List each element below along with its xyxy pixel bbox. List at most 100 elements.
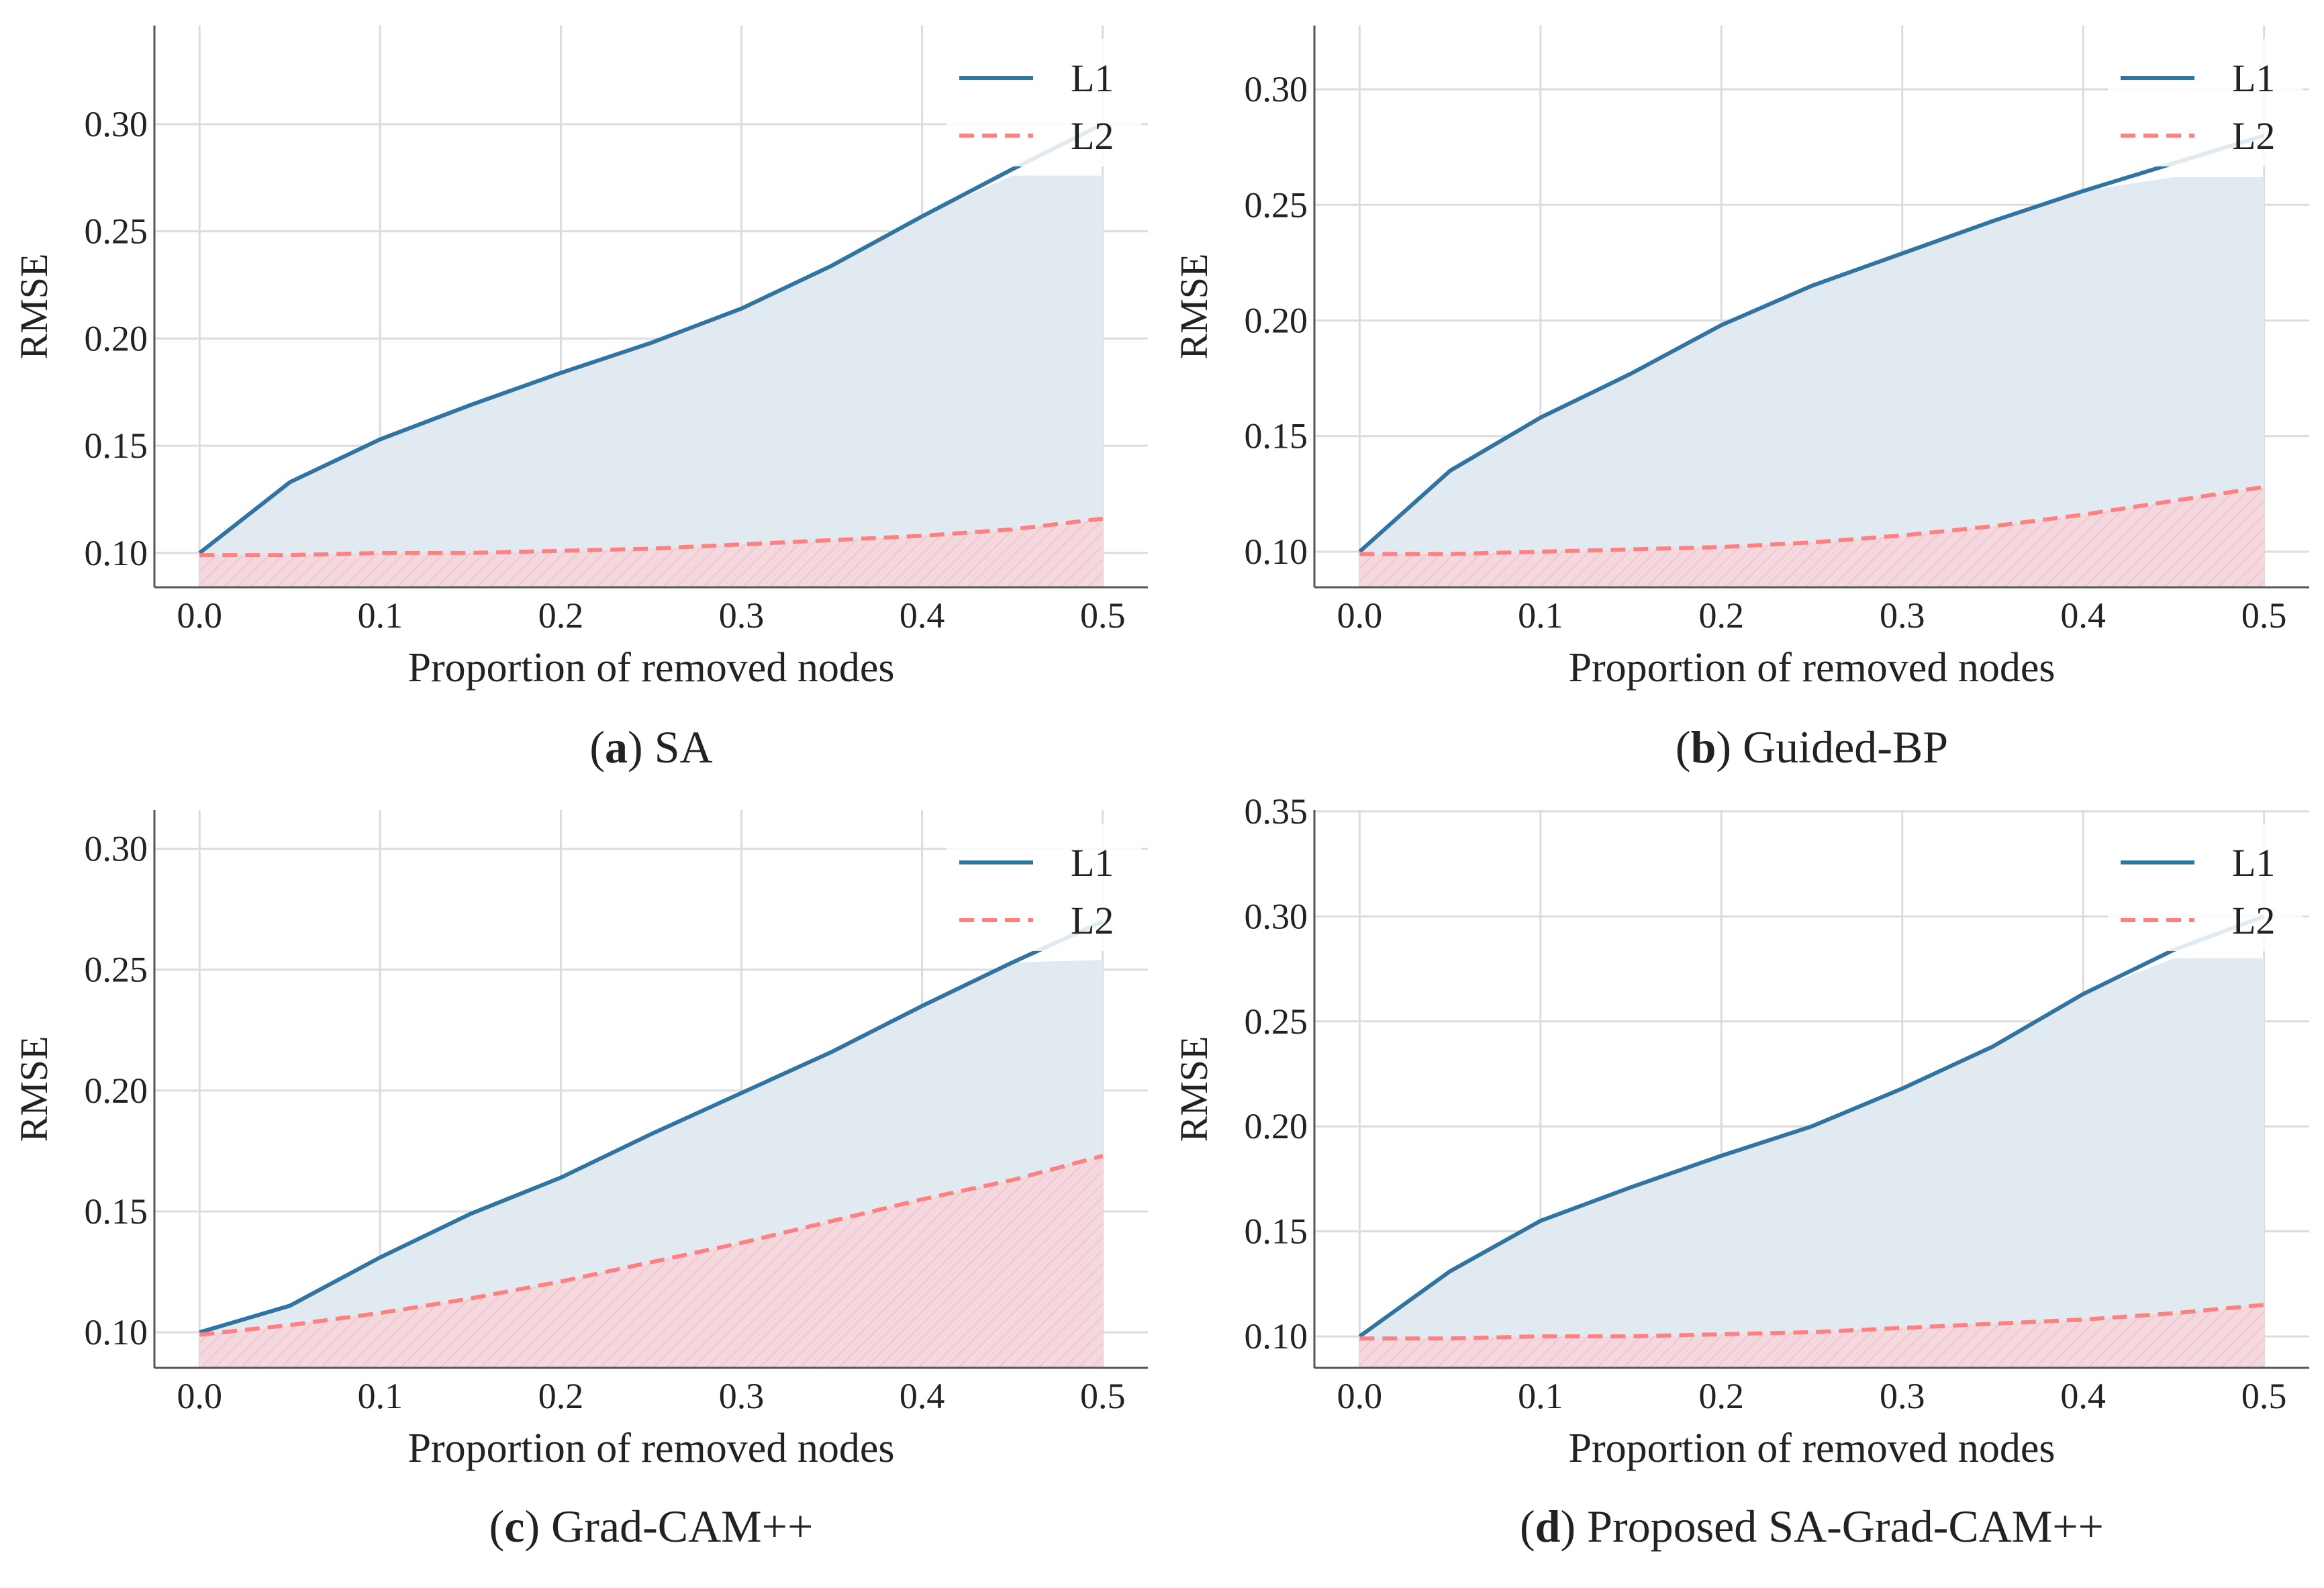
legend-label-l1: L1 xyxy=(1071,841,1114,885)
x-tick-label: 0.2 xyxy=(538,595,584,636)
panel-caption: (a) SA xyxy=(589,722,712,773)
y-tick-label: 0.10 xyxy=(1245,532,1308,572)
y-tick-label: 0.10 xyxy=(1245,1316,1308,1356)
y-axis-label: RMSE xyxy=(12,254,56,360)
caption-text: Grad-CAM++ xyxy=(551,1501,813,1552)
y-tick-label: 0.15 xyxy=(1245,1211,1308,1252)
legend-box xyxy=(2108,39,2303,166)
x-tick-label: 0.5 xyxy=(2241,1376,2287,1416)
y-tick-label: 0.15 xyxy=(1245,416,1308,456)
y-tick-label: 0.35 xyxy=(1245,791,1308,832)
legend-label-l1: L1 xyxy=(1071,56,1114,100)
x-tick-label: 0.3 xyxy=(1880,595,1925,636)
legend-label-l2: L2 xyxy=(2232,899,2275,942)
caption-paren-open: ( xyxy=(1676,722,1691,773)
legend-label-l1: L1 xyxy=(2232,56,2275,100)
chart-panel-b: 0.0 0.1 0.2 0.3 0.4 0.5 0.10 0.15 0.20 0.25 0.30 L1… xyxy=(1172,26,2309,773)
y-tick-label: 0.25 xyxy=(1245,185,1308,225)
x-tick-label: 0.0 xyxy=(177,595,223,636)
caption-paren-close: ) xyxy=(524,1501,551,1552)
caption-letter: d xyxy=(1535,1501,1561,1552)
l2-area-hatch xyxy=(199,1156,1103,1368)
l1-area-fill xyxy=(199,175,1103,587)
legend-box xyxy=(947,824,1141,951)
legend-box xyxy=(947,39,1141,166)
y-tick-label: 0.30 xyxy=(1245,69,1308,109)
y-tick-label: 0.15 xyxy=(85,426,148,466)
panel-caption: (c) Grad-CAM++ xyxy=(489,1501,814,1552)
l1-area-fill xyxy=(1359,958,2264,1368)
x-axis-label: Proportion of removed nodes xyxy=(408,645,895,691)
y-axis-label: RMSE xyxy=(1172,254,1216,360)
y-axis-label: RMSE xyxy=(12,1036,56,1142)
y-tick-label: 0.20 xyxy=(1245,1106,1308,1146)
chart-panel-a: 0.0 0.1 0.2 0.3 0.4 0.5 0.10 0.15 0.20 0.25 0.30 L1… xyxy=(12,26,1148,773)
l2-area-hatch xyxy=(1359,487,2264,587)
legend-label-l2: L2 xyxy=(1071,899,1114,942)
x-tick-label: 0.4 xyxy=(900,595,945,636)
caption-paren-close: ) xyxy=(628,722,655,773)
legend-box xyxy=(2108,824,2303,951)
x-tick-label: 0.2 xyxy=(1699,1376,1745,1416)
y-tick-label: 0.30 xyxy=(85,104,148,144)
panel-caption: (d) Proposed SA-Grad-CAM++ xyxy=(1520,1501,2104,1552)
x-tick-label: 0.1 xyxy=(358,595,403,636)
x-axis-label: Proportion of removed nodes xyxy=(1569,1426,2055,1471)
x-tick-label: 0.2 xyxy=(538,1376,584,1416)
caption-paren-close: ) xyxy=(1560,1501,1587,1552)
x-tick-label: 0.4 xyxy=(2060,1376,2106,1416)
y-axis-label: RMSE xyxy=(1172,1036,1216,1142)
caption-paren-open: ( xyxy=(1520,1501,1535,1552)
x-axis-label: Proportion of removed nodes xyxy=(1569,645,2055,691)
legend-label-l2: L2 xyxy=(1071,114,1114,158)
x-tick-label: 0.1 xyxy=(358,1376,403,1416)
x-tick-label: 0.5 xyxy=(2241,595,2287,636)
series-line-l2 xyxy=(1359,485,2265,556)
chart-panel-c: 0.0 0.1 0.2 0.3 0.4 0.5 0.10 0.15 0.20 0.25 0.30 L1… xyxy=(12,810,1148,1552)
caption-text: SA xyxy=(655,722,713,773)
y-tick-label: 0.25 xyxy=(85,950,148,990)
x-tick-label: 0.4 xyxy=(2060,595,2106,636)
series-line-l2 xyxy=(199,516,1104,558)
x-tick-label: 0.0 xyxy=(1337,1376,1383,1416)
caption-text: Guided-BP xyxy=(1743,722,1948,773)
x-tick-label: 0.3 xyxy=(719,595,765,636)
y-tick-label: 0.10 xyxy=(85,1312,148,1352)
caption-paren-close: ) xyxy=(1716,722,1743,773)
x-tick-label: 0.1 xyxy=(1518,1376,1563,1416)
x-tick-label: 0.0 xyxy=(177,1376,223,1416)
y-tick-label: 0.20 xyxy=(85,1071,148,1111)
caption-text: Proposed SA-Grad-CAM++ xyxy=(1587,1501,2104,1552)
y-tick-label: 0.30 xyxy=(85,829,148,869)
caption-letter: b xyxy=(1691,722,1716,773)
y-tick-label: 0.30 xyxy=(1245,896,1308,936)
l2-area-hatch xyxy=(1359,1305,2264,1368)
x-tick-label: 0.5 xyxy=(1080,1376,1126,1416)
panel-caption: (b) Guided-BP xyxy=(1676,722,1948,773)
legend-label-l1: L1 xyxy=(2232,841,2275,885)
series-line-l2 xyxy=(1359,1303,2264,1341)
y-tick-label: 0.25 xyxy=(1245,1001,1308,1042)
legend-label-l2: L2 xyxy=(2232,114,2275,158)
caption-paren-open: ( xyxy=(589,722,605,773)
l2-area-hatch xyxy=(199,518,1103,587)
caption-paren-open: ( xyxy=(489,1501,505,1552)
x-tick-label: 0.2 xyxy=(1699,595,1745,636)
y-tick-label: 0.15 xyxy=(85,1191,148,1232)
x-tick-label: 0.0 xyxy=(1337,595,1383,636)
x-tick-label: 0.1 xyxy=(1518,595,1563,636)
l1-area-fill xyxy=(1359,177,2264,587)
caption-letter: a xyxy=(605,722,628,773)
y-tick-label: 0.20 xyxy=(1245,301,1308,341)
chart-panel-d: 0.0 0.1 0.2 0.3 0.4 0.5 0.10 0.15 0.20 0.25 0.30 0.… xyxy=(1172,791,2309,1552)
x-tick-label: 0.3 xyxy=(1880,1376,1925,1416)
y-tick-label: 0.25 xyxy=(85,211,148,252)
x-tick-label: 0.3 xyxy=(719,1376,765,1416)
caption-letter: c xyxy=(504,1501,524,1552)
x-tick-label: 0.4 xyxy=(900,1376,945,1416)
x-axis-label: Proportion of removed nodes xyxy=(408,1426,895,1471)
